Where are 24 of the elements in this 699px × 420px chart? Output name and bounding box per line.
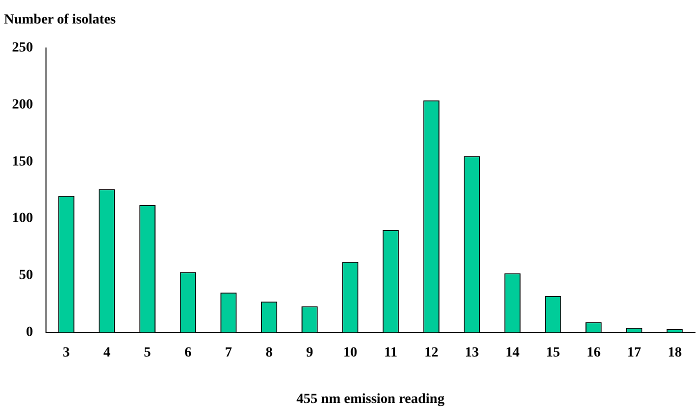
x-tick-label: 17	[627, 345, 642, 360]
x-tick-label: 5	[144, 345, 151, 360]
x-tick-label: 16	[586, 345, 601, 360]
y-tick-label: 200	[12, 97, 33, 112]
x-tick-label: 13	[464, 345, 479, 360]
x-tick-label: 18	[668, 345, 682, 360]
y-tick-label: 150	[12, 154, 33, 170]
x-tick-label: 4	[103, 345, 110, 360]
x-tick-label: 10	[343, 345, 358, 360]
x-tick-label: 3	[62, 345, 70, 360]
x-tick-label: 12	[424, 345, 438, 360]
x-tick-label: 15	[546, 345, 560, 360]
x-tick-label: 8	[266, 345, 273, 360]
x-tick-label: 7	[225, 345, 232, 360]
x-axis-title: 455 nm emission reading	[296, 392, 444, 408]
x-tick-label: 11	[384, 345, 398, 360]
y-tick-label: 100	[12, 211, 33, 226]
y-tick-label: 250	[12, 40, 33, 56]
x-tick-label: 9	[306, 345, 314, 360]
y-axis-title: Number of isolates	[4, 12, 116, 28]
y-tick-label: 50	[19, 268, 33, 284]
y-tick-label: 0	[26, 325, 33, 340]
x-tick-label: 6	[184, 345, 192, 360]
x-tick-label: 14	[505, 345, 520, 360]
